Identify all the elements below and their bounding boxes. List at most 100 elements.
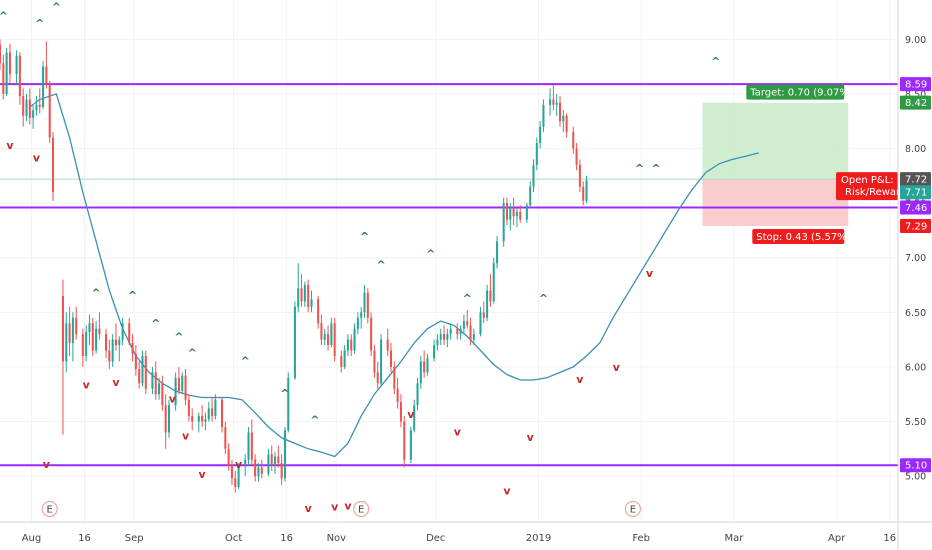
candle-body xyxy=(88,323,91,332)
candle-body xyxy=(250,432,253,460)
candle-body xyxy=(22,96,25,116)
candle xyxy=(187,394,190,422)
candle xyxy=(35,96,38,116)
candle xyxy=(343,345,346,370)
candle-body xyxy=(187,399,190,417)
candle-body xyxy=(184,375,187,400)
candle-body xyxy=(91,323,94,351)
candle xyxy=(439,328,442,346)
candle-body xyxy=(65,323,68,362)
candle-body xyxy=(118,339,121,346)
candle-body xyxy=(376,372,379,384)
candle xyxy=(459,325,462,340)
candle xyxy=(380,334,383,387)
candle-body xyxy=(446,334,449,340)
candle xyxy=(237,463,240,490)
candle xyxy=(71,312,74,362)
candle xyxy=(403,416,406,468)
x-tick-label: Sep xyxy=(125,533,144,544)
candle-body xyxy=(320,323,323,340)
candle xyxy=(267,448,270,477)
candle-body xyxy=(575,148,578,165)
candle-body xyxy=(393,366,396,389)
candle-body xyxy=(327,334,330,346)
candle-body xyxy=(496,241,499,264)
last-price-tag: 7.71 xyxy=(900,185,931,200)
candlesticks xyxy=(0,39,588,493)
candle xyxy=(396,377,399,409)
candle xyxy=(184,369,187,406)
candle-body xyxy=(366,292,369,318)
candle xyxy=(61,279,64,435)
candle-body xyxy=(532,164,535,187)
candle xyxy=(98,312,101,340)
candle xyxy=(572,126,575,154)
candle-body xyxy=(350,339,353,351)
candle-body xyxy=(224,426,227,449)
bearish-marker: v xyxy=(331,501,339,514)
target-label-bg xyxy=(746,84,845,100)
bullish-marker: ^ xyxy=(52,1,61,14)
candle-body xyxy=(28,99,31,118)
candle-body xyxy=(423,361,426,373)
time-axis[interactable]: Aug 16 Sep Oct 16 Nov Dec 2019 Feb Mar Apr 16 xyxy=(22,533,896,544)
earnings-label: E xyxy=(630,505,636,516)
candle xyxy=(575,143,578,171)
candle-body xyxy=(274,456,277,466)
candle xyxy=(167,399,171,438)
candle-body xyxy=(439,334,442,340)
candle xyxy=(327,325,330,351)
earnings-circle xyxy=(624,500,642,518)
y-tick-label: 8.00 xyxy=(905,144,926,155)
candle xyxy=(419,356,422,389)
bearish-marker: v xyxy=(646,267,654,280)
candle-body xyxy=(2,63,5,94)
candle xyxy=(317,295,320,329)
candle xyxy=(409,426,412,464)
candle xyxy=(330,317,333,348)
candle-body xyxy=(436,339,439,346)
candle-body xyxy=(280,463,283,479)
candle xyxy=(562,110,565,133)
candle xyxy=(191,408,194,431)
candle xyxy=(51,132,55,201)
candle xyxy=(197,412,200,433)
candle xyxy=(389,342,393,373)
candle-body xyxy=(201,416,204,422)
candle-body xyxy=(340,356,343,367)
candle xyxy=(32,104,35,129)
candle xyxy=(433,339,436,362)
candle xyxy=(532,159,535,193)
entry-price-tag: 7.72 xyxy=(900,172,931,187)
candle xyxy=(366,288,369,324)
candle-body xyxy=(360,312,363,318)
candle xyxy=(333,317,336,362)
stop-zone xyxy=(702,179,849,227)
candle xyxy=(5,48,8,97)
candle-body xyxy=(578,164,581,187)
candle xyxy=(114,323,118,351)
candle xyxy=(250,419,253,466)
candle-body xyxy=(234,478,237,488)
candle-body xyxy=(151,372,154,389)
candle-body xyxy=(549,99,552,105)
candle-body xyxy=(25,99,28,116)
candle xyxy=(462,314,465,335)
candle-body xyxy=(227,448,230,466)
candle xyxy=(277,445,280,468)
candle xyxy=(443,325,446,346)
bullish-marker: ^ xyxy=(651,162,660,175)
bullish-marker: ^ xyxy=(376,258,385,271)
candle-body xyxy=(61,295,64,362)
risk-reward-label: Risk/Reward xyxy=(845,187,906,198)
candle xyxy=(108,339,111,370)
candle xyxy=(505,197,509,225)
stop-price-tag-text: 7.29 xyxy=(905,222,927,233)
candle-body xyxy=(267,454,270,474)
bullish-marker: ^ xyxy=(188,347,197,360)
bearish-marker: v xyxy=(503,484,511,497)
candle-body xyxy=(181,375,184,391)
bearish-marker: v xyxy=(576,373,584,386)
candle-body xyxy=(32,110,35,118)
